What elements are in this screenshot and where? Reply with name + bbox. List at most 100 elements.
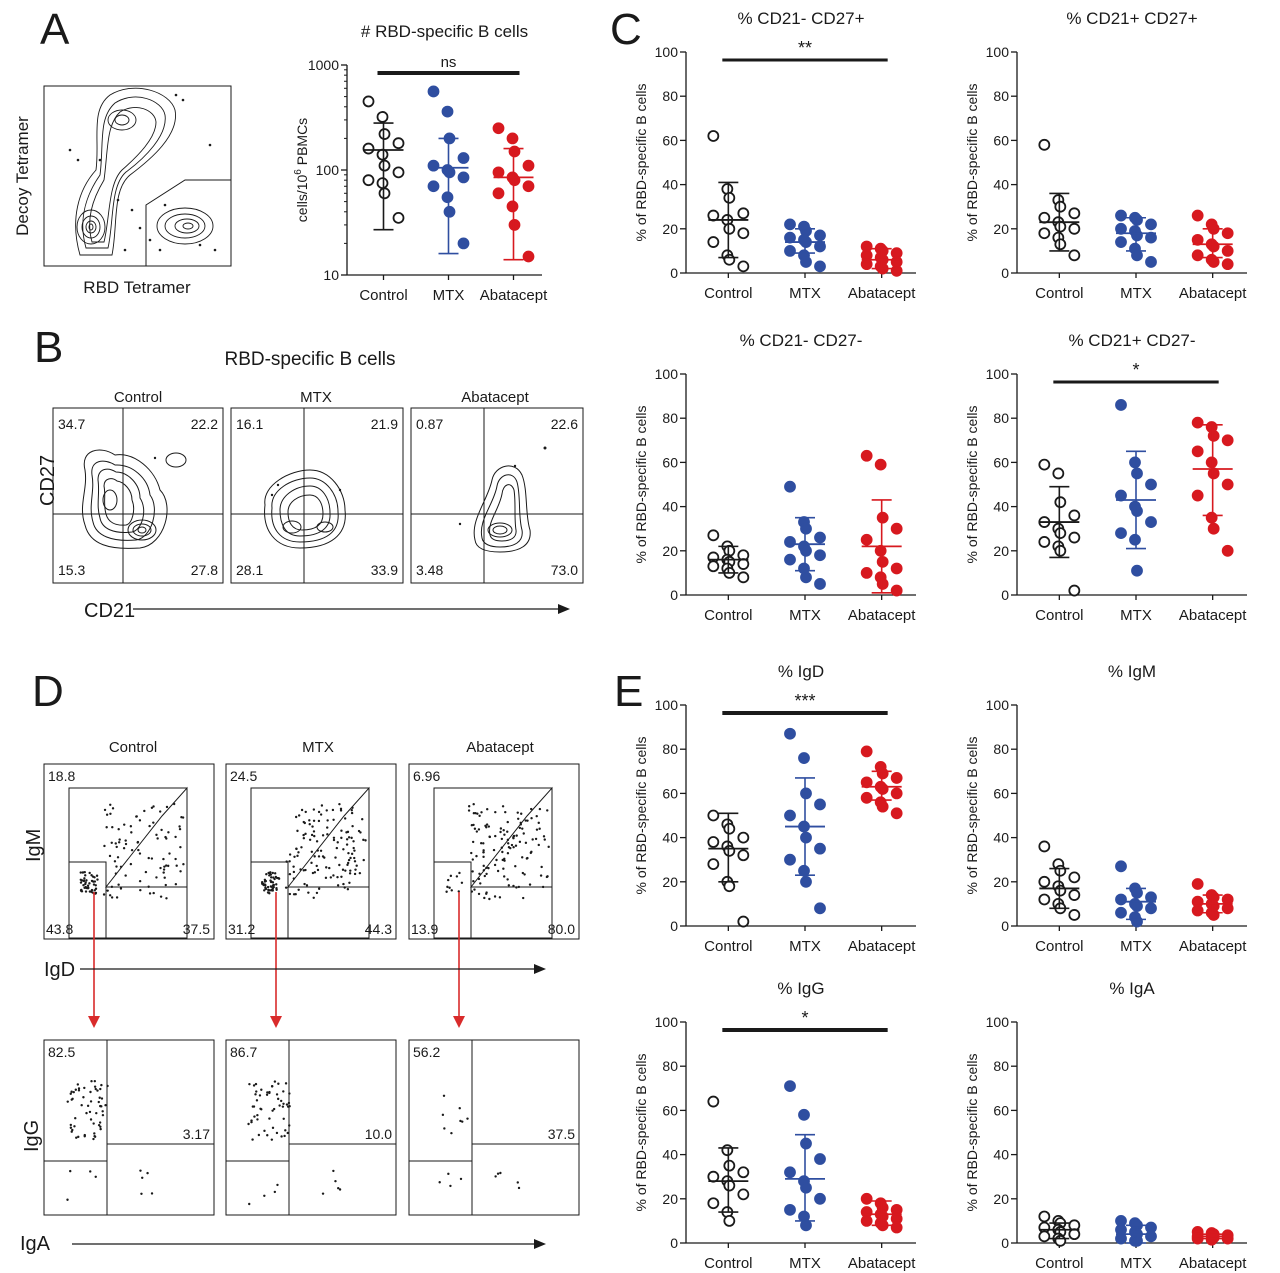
event-dot xyxy=(334,1179,337,1183)
event-dot xyxy=(123,823,126,826)
chart-title: % IgG xyxy=(777,979,824,998)
event-dot xyxy=(458,1107,461,1110)
event-dot xyxy=(350,809,353,812)
event-dot xyxy=(313,855,316,858)
flow-b-plot-abatacept: 0.87 22.6 3.48 73.0 xyxy=(410,407,584,584)
event-dot xyxy=(526,856,529,860)
event-dot xyxy=(359,831,362,834)
flow-b-q-mtx-tl: 16.1 xyxy=(236,416,263,432)
flow-b-label-0: Control xyxy=(114,389,162,406)
category-label: Control xyxy=(359,287,407,304)
event-dot xyxy=(178,825,181,828)
event-dot xyxy=(287,1101,291,1105)
event-dot xyxy=(517,817,520,820)
event-dot xyxy=(530,817,533,820)
gate-dn xyxy=(225,1160,290,1216)
data-point xyxy=(1115,209,1127,222)
data-point xyxy=(1068,207,1081,220)
panel-letter-b: B xyxy=(34,323,63,372)
event-dot xyxy=(286,1131,289,1135)
event-dot xyxy=(538,827,541,830)
event-dot xyxy=(328,866,331,870)
event-dot xyxy=(482,864,485,868)
flow-d-xlabel-top: IgD xyxy=(44,959,75,981)
gate-igd-pos xyxy=(469,786,553,888)
data-point xyxy=(1145,231,1157,244)
y-tick-label: 10 xyxy=(323,267,339,283)
event-dot xyxy=(119,865,123,868)
event-dot xyxy=(350,836,353,840)
gating-arrow-head xyxy=(270,1016,282,1028)
y-axis-label: % of RBD-specific B cells xyxy=(633,737,649,895)
event-dot xyxy=(467,805,471,808)
data-point xyxy=(860,1215,873,1227)
event-dot xyxy=(496,1172,500,1175)
event-dot xyxy=(266,885,270,889)
significance-label: * xyxy=(1132,360,1139,380)
flow-d-top-plot-2: 6.96 13.9 80.0 xyxy=(408,763,580,1028)
gate-outer xyxy=(68,787,188,939)
y-tick-label: 80 xyxy=(662,741,678,757)
flow-frame xyxy=(225,763,397,940)
event-dot xyxy=(504,810,507,814)
event-dot xyxy=(446,878,450,882)
event-dot xyxy=(348,872,352,875)
event-dot xyxy=(483,896,486,900)
event-dot xyxy=(312,896,315,899)
gate-value-tl: 86.7 xyxy=(230,1044,257,1060)
y-tick-label: 100 xyxy=(655,366,679,382)
data-point xyxy=(890,1221,903,1234)
data-point xyxy=(737,207,750,220)
data-point xyxy=(874,544,887,557)
event-dot xyxy=(77,1089,81,1092)
event-dot xyxy=(475,854,478,858)
gate-value-tl: 6.96 xyxy=(413,768,440,784)
data-point xyxy=(890,562,903,575)
event-dot xyxy=(80,879,84,882)
event-dot xyxy=(266,1134,269,1137)
event-dot xyxy=(512,846,515,849)
data-point xyxy=(441,105,454,118)
data-point xyxy=(506,200,519,213)
data-point xyxy=(737,1188,750,1201)
event-dot xyxy=(284,1082,288,1085)
event-dot xyxy=(311,825,314,828)
data-point xyxy=(522,159,535,172)
event-dot xyxy=(86,884,90,887)
event-dot xyxy=(118,838,121,841)
event-dot xyxy=(285,1103,289,1106)
data-point xyxy=(784,1166,796,1179)
y-tick-label: 60 xyxy=(993,785,1009,801)
event-dot xyxy=(348,881,351,884)
event-dot xyxy=(305,884,309,887)
event-dot xyxy=(292,865,295,868)
event-dot xyxy=(110,896,114,899)
data-point xyxy=(723,822,736,835)
event-dot xyxy=(341,868,345,871)
data-point xyxy=(1129,456,1141,469)
event-dot xyxy=(449,1184,452,1188)
gate-value-tl: 24.5 xyxy=(230,768,257,784)
gate-iga xyxy=(288,1143,397,1216)
data-point xyxy=(1191,904,1204,917)
event-dot xyxy=(93,1132,96,1135)
category-label: Control xyxy=(1035,285,1083,302)
event-dot xyxy=(346,888,350,891)
event-dot xyxy=(297,888,300,891)
data-point xyxy=(1221,244,1234,257)
event-dot xyxy=(94,1175,97,1179)
event-dot xyxy=(512,836,515,839)
event-dot xyxy=(347,851,350,855)
flow-b-q-abatacept-tr: 22.6 xyxy=(551,416,578,432)
event-dot xyxy=(477,828,481,831)
event-dot xyxy=(343,886,346,889)
gate-value-tl: 56.2 xyxy=(413,1044,440,1060)
data-point xyxy=(814,531,826,544)
data-point xyxy=(707,130,720,142)
event-dot xyxy=(342,848,345,851)
gating-arrow-head xyxy=(88,1016,100,1028)
event-dot xyxy=(509,846,512,850)
event-dot xyxy=(355,864,358,867)
event-dot xyxy=(311,871,315,875)
event-dot xyxy=(158,810,162,813)
